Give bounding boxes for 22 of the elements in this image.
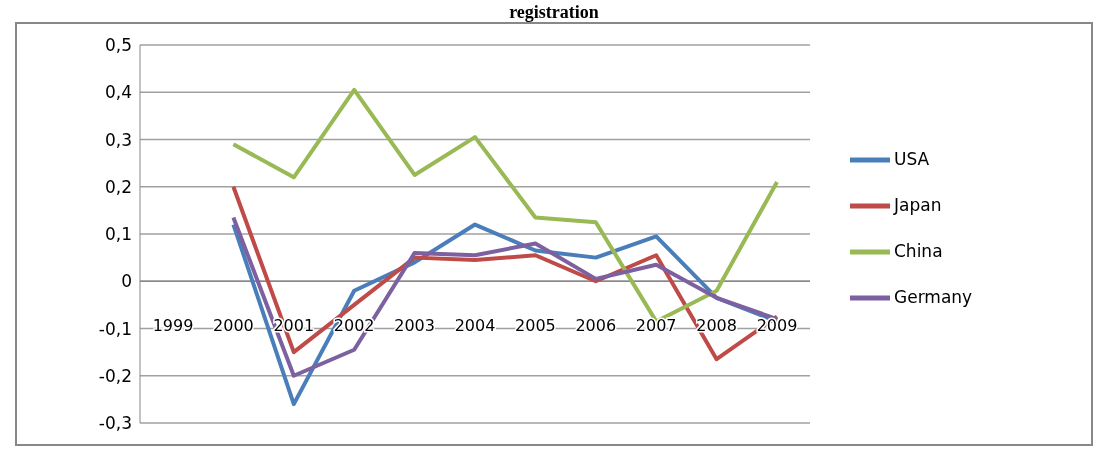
y-tick-label: 0,3 — [104, 129, 132, 150]
y-tick-label: 0,1 — [104, 224, 132, 245]
y-tick-label: 0,4 — [104, 82, 132, 103]
x-tick-label: 2007 — [635, 316, 677, 336]
x-tick-label: 1999 — [152, 316, 194, 336]
chart-title: registration — [508, 2, 600, 23]
x-tick-label: 2000 — [213, 316, 254, 336]
legend-label: China — [894, 241, 943, 261]
y-tick-label: -0,2 — [98, 365, 132, 386]
x-tick-label: 2006 — [575, 316, 617, 336]
legend-label: Germany — [894, 287, 973, 307]
y-tick-label: 0,2 — [104, 176, 132, 197]
y-tick-label: 0 — [121, 271, 132, 292]
x-tick-label: 2005 — [515, 316, 556, 336]
x-tick-label: 2008 — [696, 316, 737, 336]
y-tick-label: -0,3 — [98, 413, 132, 434]
x-tick-label: 2004 — [454, 316, 496, 336]
legend-label: Japan — [894, 195, 942, 215]
y-tick-label: 0,5 — [104, 35, 132, 56]
x-tick-label: 2003 — [394, 316, 435, 336]
legend-label: USA — [894, 149, 930, 169]
y-tick-label: -0,1 — [98, 318, 132, 339]
